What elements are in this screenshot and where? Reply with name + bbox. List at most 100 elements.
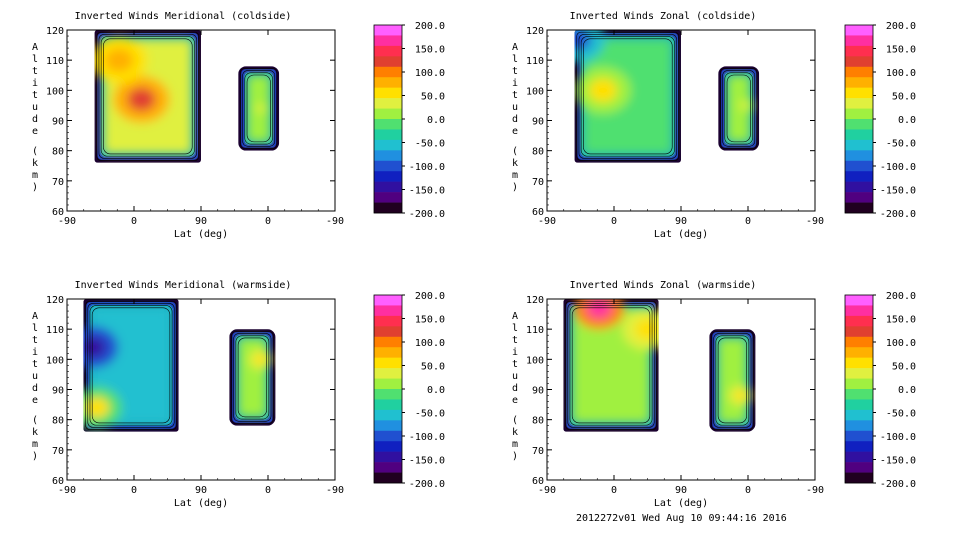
colorbar-tick-label: -50.0 (415, 139, 445, 150)
x-axis-label: Lat (deg) (654, 498, 708, 509)
colorbar-swatch (845, 336, 873, 348)
colorbar-swatch (845, 150, 873, 162)
data-block-mer-cold-0 (94, 30, 201, 163)
y-axis-label-char: u (512, 102, 518, 113)
contour-line (98, 34, 197, 159)
colorbar-tick-label: 50.0 (421, 362, 445, 373)
colorbar-swatch (845, 160, 873, 172)
contour-line (237, 337, 267, 418)
y-axis-label-char: e (32, 395, 38, 406)
colorbar-tick-label: -150.0 (409, 456, 445, 467)
x-tick-label: -90 (58, 216, 76, 227)
y-axis-label-char: A (32, 311, 38, 322)
colorbar-swatch (845, 108, 873, 120)
chart-title: Inverted Winds Meridional (warmside) (75, 280, 292, 291)
extreme-core (254, 354, 267, 365)
x-tick-label: 0 (745, 485, 751, 496)
colorbar-swatch (845, 430, 873, 442)
contour-line (569, 305, 653, 426)
colorbar-swatch (845, 119, 873, 130)
data-block-mer-cold-1 (238, 66, 280, 151)
x-tick-label: -90 (806, 216, 824, 227)
colorbar-tick-label: -100.0 (880, 162, 916, 173)
x-tick-label: -90 (326, 485, 344, 496)
y-axis-label-char: ) (32, 182, 38, 193)
colorbar-swatch (845, 192, 873, 203)
colorbar-swatch (845, 472, 873, 484)
colorbar-swatch (374, 77, 402, 88)
chart-panel-zon-cold: Inverted Winds Zonal (coldside) 120 110 100… (512, 11, 916, 240)
colorbar-tick-label: 200.0 (886, 291, 916, 302)
y-axis-label-char: t (32, 335, 38, 346)
data-block-mer-warm-0 (83, 299, 179, 432)
colorbar-swatch (374, 326, 402, 338)
colorbar-swatch (845, 181, 873, 193)
colorbar-swatch (845, 462, 873, 473)
contour-line (713, 333, 752, 428)
y-tick-label: 110 (526, 325, 544, 336)
x-tick-label: 0 (131, 485, 137, 496)
contour-line (231, 331, 274, 424)
colorbar-tick-label: 100.0 (886, 68, 916, 79)
y-tick-label: 110 (46, 56, 64, 67)
y-axis-label-char: d (32, 383, 38, 394)
contour-line (571, 307, 651, 424)
y-axis-label-char: t (512, 66, 518, 77)
y-axis-label-char: m (32, 439, 38, 450)
y-tick-label: 120 (46, 26, 64, 37)
y-tick-label: 120 (46, 295, 64, 306)
contour-line (711, 331, 754, 430)
x-tick-label: -90 (538, 216, 556, 227)
contour-line (583, 38, 673, 155)
contour-line (240, 68, 278, 149)
contour-line (87, 303, 175, 428)
y-axis-label-char: u (512, 371, 518, 382)
colorbar-tick-label: 200.0 (415, 21, 445, 32)
colorbar-swatch (374, 451, 402, 463)
y-axis-label-char: l (512, 323, 518, 334)
colorbar-swatch (374, 160, 402, 172)
colorbar-swatch (374, 389, 402, 400)
colorbar-swatch (845, 409, 873, 421)
y-axis-label-char: ( (512, 146, 518, 157)
contour-line (91, 307, 171, 424)
contour-line (96, 31, 200, 161)
y-tick-label: 100 (46, 355, 64, 366)
contour-line (567, 303, 655, 428)
colorbar-swatch (374, 472, 402, 484)
y-tick-label: 100 (526, 86, 544, 97)
y-axis-label-char: i (512, 78, 518, 89)
colorbar-swatch (845, 171, 873, 182)
extreme-core (634, 318, 659, 340)
colorbar-swatch (845, 98, 873, 109)
colorbar-swatch (845, 347, 873, 358)
colorbar-swatch (845, 77, 873, 88)
colorbar-tick-label: -50.0 (415, 409, 445, 420)
colorbar-swatch (374, 420, 402, 432)
x-tick-label: 0 (611, 216, 617, 227)
y-axis-label-char: d (512, 114, 518, 125)
colorbar-swatch (845, 202, 873, 214)
y-axis-label-char: d (32, 114, 38, 125)
y-axis-label-char: u (32, 371, 38, 382)
x-tick-label: 90 (195, 216, 207, 227)
colorbar-tick-label: 0.0 (427, 385, 445, 396)
contour-line (717, 337, 747, 424)
y-axis-label-char: ( (32, 415, 38, 426)
chart-panel-zon-warm: Inverted Winds Zonal (warmside) 120 110 100… (512, 280, 916, 509)
y-axis-label-char: A (32, 42, 38, 53)
x-tick-label: -90 (58, 485, 76, 496)
y-tick-label: 70 (52, 177, 64, 188)
contour-line (244, 72, 273, 145)
colorbar-swatch (374, 139, 402, 151)
colorbar-tick-label: 200.0 (886, 21, 916, 32)
y-axis-label-char: l (32, 54, 38, 65)
colorbar-swatch (845, 389, 873, 400)
y-tick-label: 90 (532, 117, 544, 128)
colorbar-tick-label: 0.0 (427, 115, 445, 126)
chart-panel-mer-cold: Inverted Winds Meridional (coldside) 120 1… (32, 11, 445, 240)
colorbar-swatch (845, 87, 873, 99)
colorbar-tick-label: 150.0 (886, 45, 916, 56)
contour-line (724, 72, 753, 145)
colorbar-tick-label: 0.0 (898, 385, 916, 396)
